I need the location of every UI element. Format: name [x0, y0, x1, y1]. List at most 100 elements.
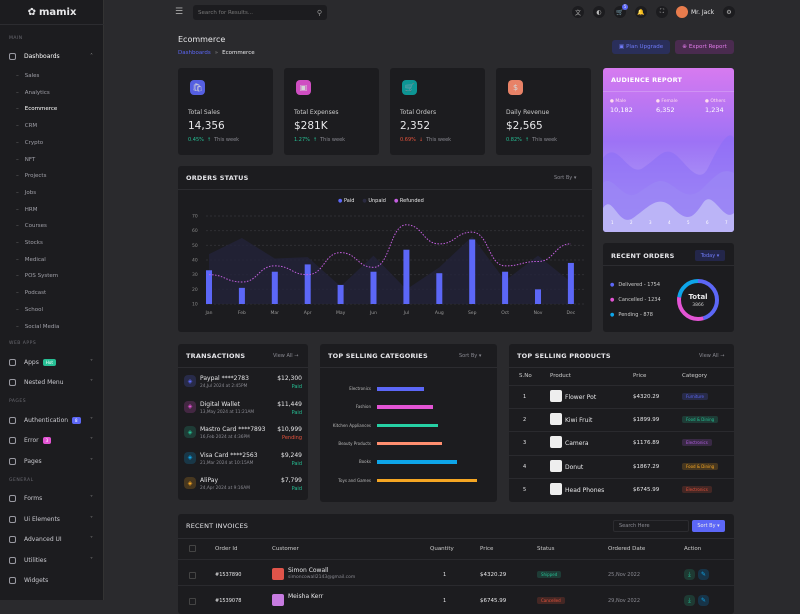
column-header: Price [480, 546, 494, 552]
transaction-name: Visa Card ****2563 [200, 451, 258, 459]
product-name[interactable]: Donut [565, 463, 584, 471]
sidebar-subitem[interactable]: – NFT [16, 156, 36, 163]
sidebar-subitem[interactable]: – Courses [16, 223, 47, 230]
legend-dot-icon: ● [393, 198, 400, 204]
sidebar-subitem[interactable]: – Sales [16, 73, 40, 79]
status-dot-icon: ● [610, 282, 615, 288]
product-name[interactable]: Kiwi Fruit [565, 417, 593, 425]
invoice-search-input[interactable]: Search Here [613, 520, 689, 532]
sidebar-item-ui-elements[interactable]: Ui Elements ˅ [9, 516, 93, 523]
avatar[interactable] [676, 6, 688, 18]
sidebar-subitem[interactable]: – Jobs [16, 189, 37, 196]
category-badge: Electronics [682, 485, 712, 493]
paid-bar [403, 249, 410, 304]
recent-orders-title: RECENT ORDERS [611, 252, 675, 260]
top-selling-categories-card: TOP SELLING CATEGORIES Sort By ▾ Electro… [320, 344, 497, 502]
search-input[interactable]: Search for Results... ⚲ [193, 5, 327, 20]
transaction-date: 21,Mar 2024 at 10:15AM [200, 460, 254, 466]
sidebar-subitem[interactable]: – Crypto [16, 139, 44, 146]
category-label: Fashion [355, 404, 371, 410]
sidebar-item-apps[interactable]: Apps Hot ˅ [9, 359, 93, 366]
plan-upgrade-button[interactable]: ▣ Plan Upgrade [612, 40, 670, 54]
sort-by-button[interactable]: Sort By ▾ [692, 520, 725, 532]
edit-icon[interactable]: ✎ [698, 569, 709, 580]
sidebar-subitem[interactable]: – POS System [16, 273, 59, 280]
user-name[interactable]: Mr. Jack [691, 9, 715, 16]
legend-item[interactable]: ● Unpaid [362, 198, 386, 204]
transaction-amount: $12,300 [277, 375, 302, 382]
view-all-link[interactable]: View All → [699, 353, 725, 359]
sidebar-subitem[interactable]: – Podcast [16, 290, 47, 297]
sidebar-item-dashboards[interactable]: Dashboards ˄ [9, 53, 93, 60]
legend-item[interactable]: ● Refunded [393, 198, 424, 204]
chevron-down-icon: ˅ [90, 458, 93, 465]
menu-toggle-icon[interactable]: ☰ [175, 7, 184, 17]
sidebar-item-error[interactable]: Error 3 ˅ [9, 437, 93, 444]
settings-gear-icon[interactable]: ⚙ [723, 6, 735, 18]
sidebar-item-nested-menu[interactable]: Nested Menu ˅ [9, 379, 93, 386]
breadcrumb-dashboards[interactable]: Dashboards [178, 50, 211, 56]
sidebar-item-authentication[interactable]: Authentication 8 ˅ [9, 417, 93, 424]
column-header: Product [550, 373, 571, 379]
theme-toggle-icon[interactable]: ◐ [593, 6, 605, 18]
product-name[interactable]: Flower Pot [565, 394, 597, 401]
sidebar-subitem[interactable]: – CRM [16, 123, 38, 130]
x-tick-label: Apr [304, 310, 312, 316]
row-number: 4 [523, 463, 527, 470]
today-dropdown[interactable]: Today ▾ [695, 250, 725, 261]
recent-order-item: ● Cancelled - 1234 [610, 297, 661, 303]
logo[interactable]: ✿ mamix [0, 0, 104, 25]
audience-report-card: AUDIENCE REPORT ● Male 10,182 ● Female 6,35… [603, 68, 734, 232]
section-pages: PAGES [9, 399, 27, 404]
invoices-title: RECENT INVOICES [186, 522, 249, 530]
column-header: Customer [272, 546, 299, 552]
customer-name: Simon Cowall [288, 567, 329, 574]
stat-card: 🛒 Total Orders 2,352 0.69% ↓ This week [390, 68, 485, 155]
sidebar-subitem[interactable]: – Analytics [16, 89, 50, 96]
column-header: Order Id [215, 546, 238, 552]
download-icon[interactable]: ⤓ [684, 595, 695, 606]
sidebar-subitem[interactable]: – Projects [16, 173, 47, 180]
export-report-button[interactable]: ⊕ Export Report [675, 40, 734, 54]
row-checkbox[interactable] [189, 572, 196, 579]
notification-bell-icon[interactable]: 🔔 [635, 6, 647, 18]
row-checkbox[interactable] [189, 598, 196, 605]
product-name[interactable]: Head Phones [565, 486, 605, 494]
sidebar-item-advanced-ui[interactable]: Advanced UI ˅ [9, 536, 93, 543]
column-header: Status [537, 546, 555, 552]
sort-by-dropdown[interactable]: Sort By ▾ [554, 175, 577, 181]
sidebar-subitem[interactable]: – School [16, 306, 44, 313]
edit-icon[interactable]: ✎ [698, 595, 709, 606]
column-header: Category [682, 373, 708, 379]
category-bar [377, 441, 442, 446]
sidebar-item-utilities[interactable]: Utilities ˅ [9, 557, 93, 564]
transaction-date: 16,Feb 2024 at 4:36PM [200, 435, 250, 441]
sidebar-subitem[interactable]: – Ecommerce [16, 106, 58, 113]
sidebar-subitem[interactable]: – HRM [16, 206, 38, 213]
x-tick-label: May [336, 310, 346, 316]
language-icon[interactable]: 文 [572, 6, 584, 18]
quantity: 1 [443, 572, 447, 578]
transaction-name: Mastro Card ****7893 [200, 426, 266, 434]
sidebar-item-forms[interactable]: Forms ˅ [9, 495, 93, 502]
sort-by-dropdown[interactable]: Sort By ▾ [459, 353, 482, 359]
select-all-checkbox[interactable] [189, 545, 196, 552]
sidebar-subitem[interactable]: – Social Media [16, 323, 60, 330]
sidebar-item-pages[interactable]: Pages ˅ [9, 458, 93, 465]
orders-status-chart: 10 20 30 40 50 60 70 Jan Feb Mar Apr May Jun Jul Aug Se… [192, 214, 586, 316]
product-image [550, 459, 562, 472]
sidebar-subitem[interactable]: – Medical [16, 256, 46, 263]
legend-item[interactable]: ● Paid [338, 198, 355, 204]
view-all-link[interactable]: View All → [273, 353, 299, 359]
sidebar-item-widgets[interactable]: Widgets [9, 577, 93, 584]
category-bar [377, 478, 477, 482]
refunded-line [208, 224, 571, 283]
fullscreen-icon[interactable]: ⛶ [656, 6, 668, 18]
download-icon[interactable]: ⤓ [684, 569, 695, 580]
row-number: 5 [523, 486, 527, 493]
audience-label: ● Female [656, 99, 678, 104]
product-name[interactable]: Camera [565, 440, 589, 448]
audience-x-tick: 1 [611, 220, 614, 225]
x-tick-label: Jul [403, 310, 409, 316]
sidebar-subitem[interactable]: – Stocks [16, 240, 43, 246]
